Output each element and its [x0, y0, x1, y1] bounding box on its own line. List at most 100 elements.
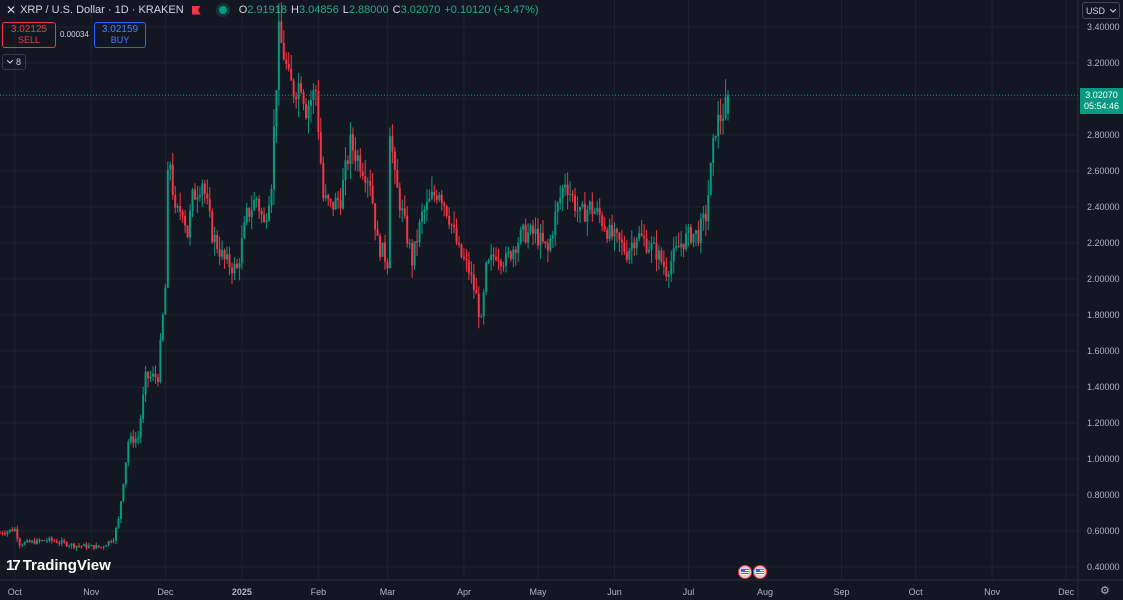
candle-body: [112, 540, 115, 542]
candle-body: [561, 187, 564, 198]
candle-body: [302, 92, 305, 105]
candle-body: [149, 376, 152, 379]
candle-body: [507, 251, 510, 254]
chevron-down-icon: [6, 60, 13, 64]
symbol-title[interactable]: XRP / U.S. Dollar · 1D · KRAKEN: [20, 4, 184, 16]
candle-body: [351, 134, 354, 151]
candle-body: [539, 232, 542, 246]
candle-body: [337, 197, 340, 201]
symbol-header: ✕ XRP / U.S. Dollar · 1D · KRAKEN O 2.919…: [0, 0, 543, 20]
candle-body: [218, 249, 221, 257]
sell-button[interactable]: 3.02125 SELL: [2, 22, 56, 48]
x-tick-label: Sep: [834, 587, 850, 597]
candle-body: [124, 462, 127, 484]
candle-body: [428, 198, 431, 202]
candle-body: [529, 225, 532, 233]
candle-body: [707, 195, 710, 222]
us-flag-icon[interactable]: [753, 565, 767, 579]
flag-icon[interactable]: [191, 5, 201, 15]
candle-body: [90, 545, 93, 547]
low-value: 2.88000: [348, 4, 389, 16]
candle-body: [169, 164, 172, 170]
candle-body: [714, 135, 717, 139]
price-axis[interactable]: 0.40000 0.60000 0.80000 1.00000 1.20000 1.400…: [1077, 0, 1120, 600]
candle-body: [119, 501, 122, 519]
candle-body: [598, 208, 601, 216]
x-tick-label: Oct: [909, 587, 924, 597]
candle-body: [613, 228, 616, 237]
candle-body: [418, 221, 421, 243]
y-tick-label: 0.80000: [1087, 490, 1120, 500]
candle-body: [401, 208, 404, 211]
candle-body: [193, 189, 196, 200]
candle-body: [472, 274, 475, 290]
candle-body: [253, 200, 256, 211]
candle-body: [386, 261, 389, 269]
candle-body: [58, 542, 61, 544]
y-tick-label: 1.00000: [1087, 454, 1120, 464]
candle-body: [203, 183, 206, 194]
candle-body: [213, 235, 216, 243]
change-value: +0.10120 (+3.47%): [444, 4, 539, 16]
candle-body: [724, 97, 727, 119]
x-tick-label: May: [529, 587, 547, 597]
candle-body: [164, 287, 167, 315]
sell-price: 3.02125: [10, 24, 48, 35]
candlestick-series: [0, 2, 730, 551]
us-flag-icon[interactable]: [738, 565, 752, 579]
indicators-toggle[interactable]: 8: [2, 54, 26, 70]
y-tick-label: 1.80000: [1087, 310, 1120, 320]
sell-label: SELL: [17, 35, 41, 45]
candle-body: [527, 232, 530, 243]
candle-body: [191, 189, 194, 211]
candle-body: [6, 531, 9, 534]
candle-body: [238, 263, 241, 269]
buy-button[interactable]: 3.02159 BUY: [94, 22, 146, 48]
candle-body: [43, 540, 46, 542]
candle-body: [556, 202, 559, 212]
candle-body: [467, 260, 470, 273]
candle-body: [643, 235, 646, 239]
candle-body: [275, 90, 278, 127]
candle-body: [272, 126, 275, 190]
candle-body: [475, 289, 478, 294]
gear-icon[interactable]: ⚙: [1100, 585, 1110, 597]
candle-body: [329, 199, 332, 202]
candle-body: [477, 293, 480, 318]
candle-body: [524, 224, 527, 243]
candle-body: [499, 261, 502, 266]
candle-body: [270, 189, 273, 206]
candle-body: [719, 114, 722, 121]
close-icon[interactable]: ✕: [6, 3, 17, 17]
candle-body: [77, 545, 80, 547]
x-tick-label: Nov: [984, 587, 1001, 597]
candle-body: [50, 537, 53, 541]
candle-body: [132, 436, 135, 443]
candle-body: [423, 210, 426, 212]
candle-body: [655, 242, 658, 260]
candle-body: [660, 250, 663, 262]
candle-body: [105, 545, 108, 547]
y-tick-label: 2.80000: [1087, 130, 1120, 140]
candle-body: [559, 197, 562, 203]
candle-body: [601, 215, 604, 226]
currency-select[interactable]: USD: [1082, 2, 1120, 19]
candle-body: [485, 262, 488, 293]
tradingview-logo[interactable]: 17 TradingView: [6, 557, 111, 574]
y-tick-label: 2.60000: [1087, 166, 1120, 176]
candle-body: [549, 238, 552, 251]
candle-body: [381, 242, 384, 257]
time-axis[interactable]: Oct Nov Dec 2025 Feb Mar Apr May Jun Jul Aug Sep Oct…: [0, 579, 1123, 597]
last-price-value: 3.02070: [1085, 90, 1118, 100]
open-value: 2.91918: [247, 4, 288, 16]
candle-body: [127, 441, 130, 463]
candle-body: [433, 191, 436, 196]
candle-body: [665, 266, 668, 277]
candle-body: [682, 243, 685, 250]
spread-value: 0.00034: [60, 30, 89, 39]
candle-body: [223, 250, 226, 260]
candle-body: [578, 207, 581, 211]
candle-body: [652, 242, 655, 244]
candle-body: [509, 251, 512, 260]
